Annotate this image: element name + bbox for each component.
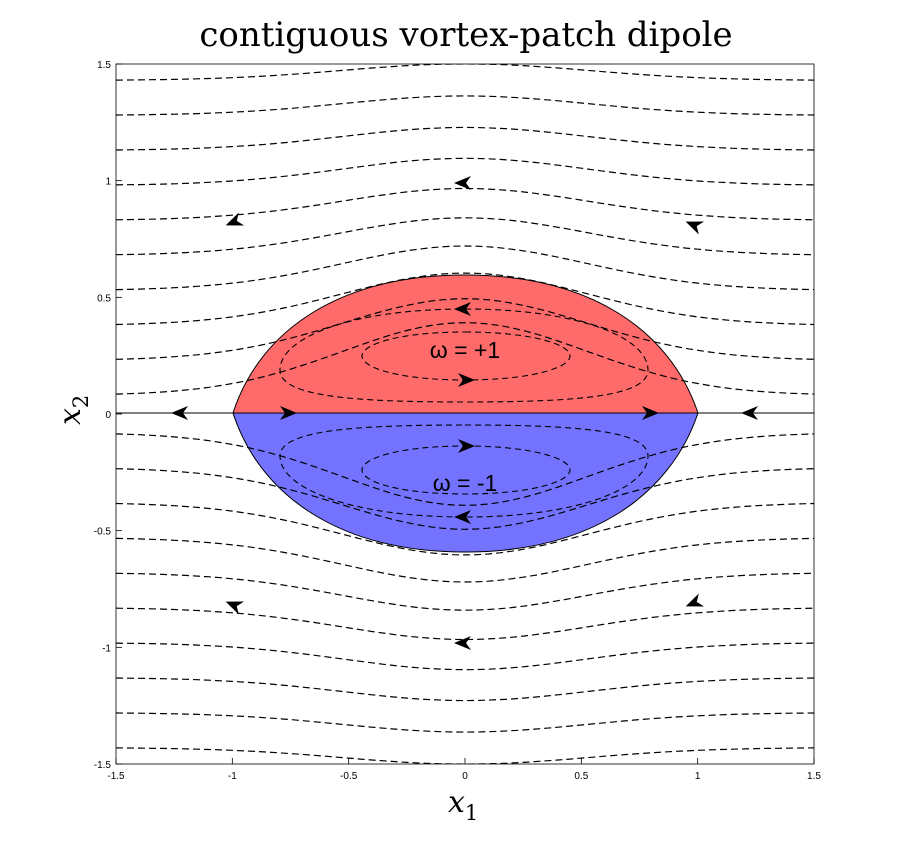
patch-label-negative: ω = -1 (433, 470, 498, 496)
streamline (116, 712, 814, 733)
patch-positive (233, 275, 698, 413)
streamline (116, 747, 814, 764)
streamline (116, 502, 814, 556)
y-axis-label: x2 (53, 395, 93, 425)
y-tick-label: -0.5 (94, 527, 112, 538)
arrow-left (454, 636, 471, 650)
arrow-left (454, 176, 471, 190)
arrow-right (280, 406, 297, 420)
x-axis-symbol: x (448, 785, 465, 820)
arrow-left (454, 510, 471, 524)
y-axis-subscript: 2 (69, 395, 93, 408)
arrow-right (458, 373, 475, 387)
streamline (116, 572, 814, 611)
streamline (116, 64, 814, 81)
streamline (116, 95, 814, 116)
streamline (116, 272, 814, 326)
streamline (116, 677, 814, 702)
patch-label-positive: ω = +1 (430, 337, 500, 363)
streamline (116, 217, 814, 256)
streamline (116, 433, 814, 506)
flow-arrows (171, 176, 758, 650)
x-tick-label: -0.5 (340, 771, 358, 782)
x-tick-label: -1.5 (107, 771, 125, 782)
arrow-left (685, 221, 705, 235)
y-tick-label: -1 (102, 643, 111, 654)
x-tick-label: 0 (462, 771, 468, 782)
x-tick-label: 1 (695, 771, 701, 782)
streamline (116, 642, 814, 671)
y-tick-label: 0 (105, 410, 111, 421)
x-tick-label: 1.5 (807, 771, 821, 782)
y-tick-label: -1.5 (94, 760, 112, 771)
arrow-left (454, 302, 471, 316)
y-axis-symbol: x (53, 408, 88, 425)
x-axis-label: x1 (448, 785, 478, 825)
streamline (116, 157, 814, 186)
x-tick-label: -1 (228, 771, 237, 782)
streamline (116, 187, 814, 221)
streamline (116, 322, 814, 395)
streamlines (116, 64, 814, 764)
arrow-left (741, 406, 758, 420)
middle-contour-lower (279, 424, 649, 518)
x-axis-ticks: -1.5 -1 -0.5 0 0.5 1 1.5 (107, 758, 821, 782)
arrow-right (458, 439, 475, 453)
patch-negative (233, 413, 698, 552)
y-tick-label: 1 (105, 177, 111, 188)
y-axis-ticks: -1.5 -1 -0.5 0 0.5 1 1.5 (94, 60, 122, 771)
arrow-left (225, 212, 245, 226)
streamline (116, 468, 814, 530)
streamline (116, 126, 814, 151)
streamline (116, 298, 814, 360)
streamline (116, 607, 814, 641)
arrow-right (642, 406, 659, 420)
y-tick-label: 1.5 (97, 60, 111, 71)
arrow-left (685, 593, 705, 607)
arrow-left (171, 406, 188, 420)
arrow-left (225, 601, 245, 615)
x-tick-label: 0.5 (574, 771, 588, 782)
streamline (116, 537, 814, 583)
streamline (116, 245, 814, 291)
chart-title: contiguous vortex-patch dipole (199, 15, 732, 55)
x-axis-subscript: 1 (465, 801, 478, 825)
inner-contour-lower (361, 445, 571, 495)
y-tick-label: 0.5 (97, 293, 111, 304)
